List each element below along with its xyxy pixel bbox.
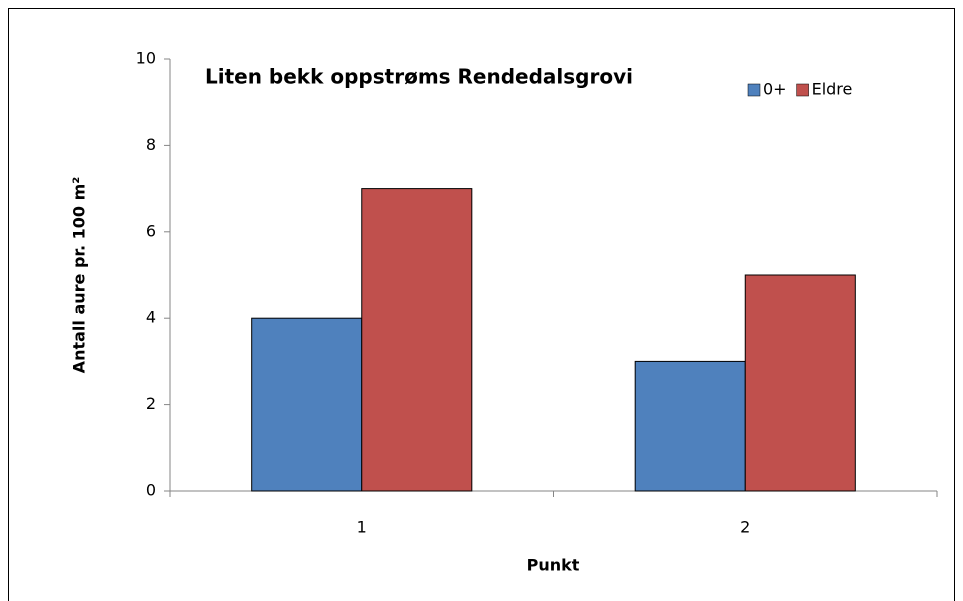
- y-tick-label: 8: [146, 135, 156, 154]
- chart-title: Liten bekk oppstrøms Rendedalsgrovi: [205, 65, 633, 89]
- x-tick-label: 2: [740, 518, 750, 537]
- legend-swatch: [747, 83, 761, 97]
- y-tick-label: 10: [136, 49, 156, 68]
- bar: [251, 317, 363, 492]
- y-tick-label: 0: [146, 481, 156, 500]
- bar: [634, 360, 746, 492]
- y-axis-label: Antall aure pr. 100 m²: [70, 177, 89, 374]
- bar: [744, 274, 856, 492]
- legend-label: Eldre: [812, 80, 853, 99]
- legend-swatch: [796, 83, 809, 97]
- y-tick-label: 4: [146, 308, 156, 327]
- bar: [361, 188, 473, 492]
- legend-label: 0+: [763, 80, 787, 99]
- y-tick-label: 2: [146, 394, 156, 413]
- y-tick-label: 6: [146, 221, 156, 240]
- x-axis-label: Punkt: [527, 556, 580, 575]
- x-tick-label: 1: [357, 518, 367, 537]
